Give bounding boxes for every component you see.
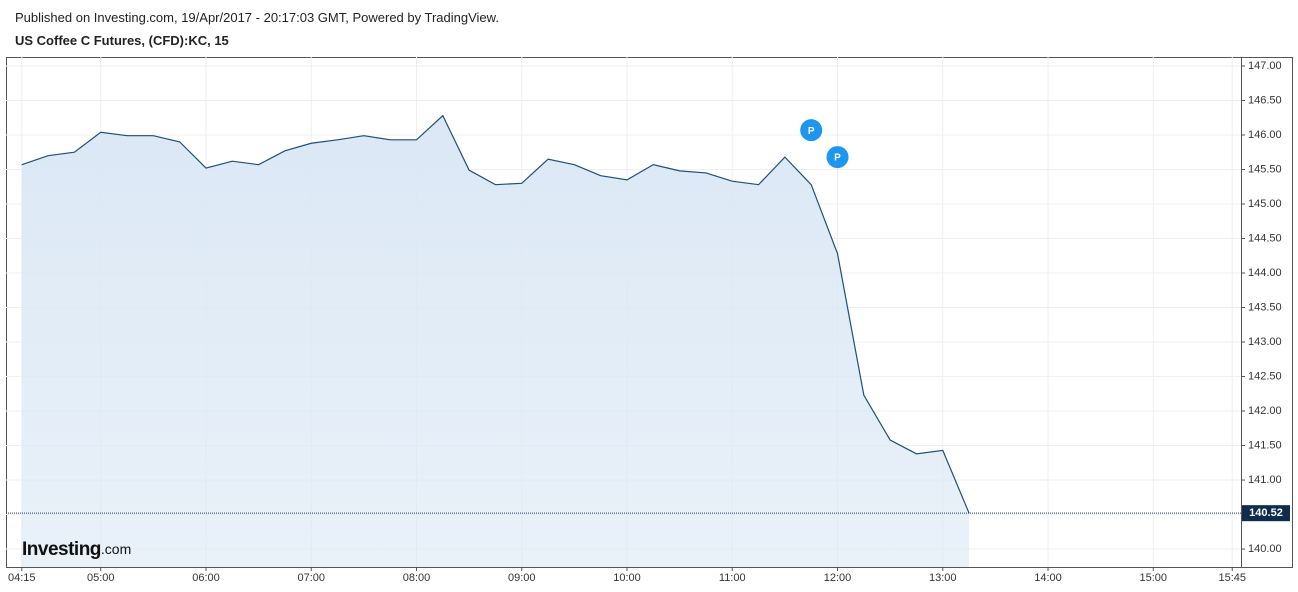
logo-brand: Investing (22, 539, 101, 560)
y-tick-label: 147.00 (1248, 60, 1282, 72)
logo-suffix: .com (101, 541, 131, 557)
y-tick-label: 144.50 (1248, 232, 1282, 244)
x-tick-label: 10:00 (613, 572, 641, 584)
x-tick-label: 14:00 (1034, 572, 1062, 584)
last-price-label: 140.52 (1249, 507, 1283, 519)
y-tick-label: 140.00 (1248, 543, 1282, 555)
y-tick-label: 144.00 (1248, 267, 1282, 279)
x-tick-label: 13:00 (929, 572, 957, 584)
last-price-box (1242, 505, 1290, 522)
marker (826, 146, 849, 169)
chart-frame (6, 57, 1293, 568)
marker-label: P (808, 126, 815, 137)
marker-label: P (834, 153, 841, 164)
x-tick-label: 15:45 (1218, 572, 1246, 584)
y-tick-label: 140.50 (1248, 508, 1282, 520)
y-tick-label: 146.00 (1248, 129, 1282, 141)
logo: Investing.com (22, 539, 131, 560)
y-tick-label: 142.50 (1248, 370, 1282, 382)
x-tick-label: 15:00 (1140, 572, 1168, 584)
price-line (21, 114, 970, 514)
x-tick-label: 07:00 (297, 572, 325, 584)
x-tick-label: 04:15 (8, 572, 36, 584)
published-note: Published on Investing.com, 19/Apr/2017 … (15, 10, 499, 25)
y-tick-label: 141.00 (1248, 474, 1282, 486)
x-tick-label: 09:00 (508, 572, 536, 584)
x-tick-label: 05:00 (87, 572, 115, 584)
chart-title: US Coffee C Futures, (CFD):KC, 15 (15, 33, 229, 48)
x-tick-label: 08:00 (403, 572, 431, 584)
y-tick-label: 143.50 (1248, 301, 1282, 313)
x-tick-label: 06:00 (192, 572, 220, 584)
y-tick-label: 145.50 (1248, 163, 1282, 175)
y-tick-label: 145.00 (1248, 198, 1282, 210)
y-tick-label: 143.00 (1248, 336, 1282, 348)
y-tick-label: 141.50 (1248, 439, 1282, 451)
y-tick-label: 146.50 (1248, 94, 1282, 106)
y-tick-label: 142.00 (1248, 405, 1282, 417)
area-fill (21, 115, 970, 568)
x-tick-label: 11:00 (719, 572, 746, 584)
marker (800, 119, 823, 142)
x-tick-label: 12:00 (824, 572, 852, 584)
